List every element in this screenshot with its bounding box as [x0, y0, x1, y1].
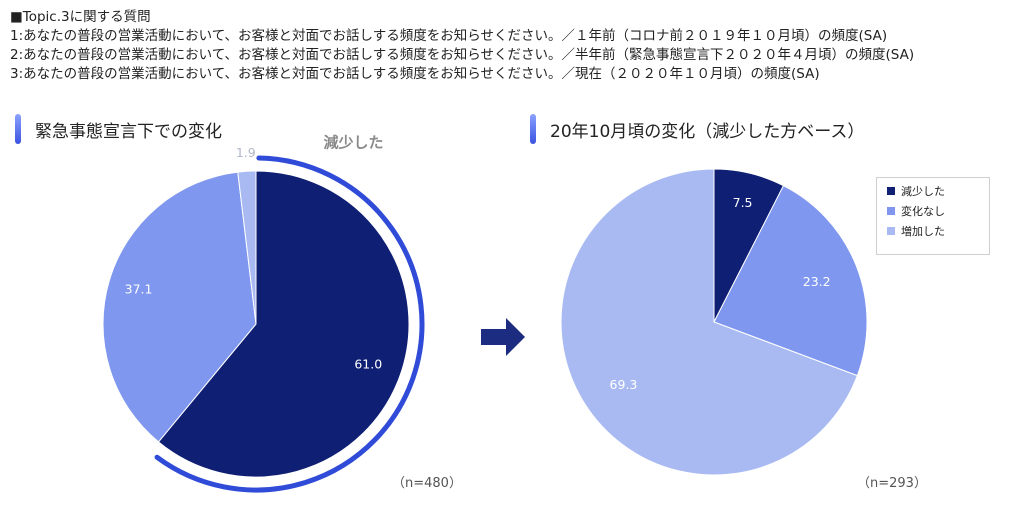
legend-swatch-decreased: [887, 187, 895, 195]
legend-label-decreased: 減少した: [901, 185, 945, 198]
pie1-highlight-arc: [154, 155, 425, 493]
pie1-highlight-label: 減少した: [323, 134, 383, 152]
legend-item-increased: 増加した: [887, 224, 989, 238]
pie1-slice-unchanged: [102, 171, 257, 443]
left-chart-title-text: 緊急事態宣言下での変化: [35, 121, 222, 142]
left-chart-title: 緊急事態宣言下での変化: [15, 114, 222, 144]
arrow-right-icon: [481, 318, 525, 356]
right-chart-legend: 減少した 変化なし 増加した: [876, 177, 990, 255]
question-1: 1:あなたの普段の営業活動において、お客様と対面でお話しする頻度をお知らせくださ…: [10, 28, 888, 44]
legend-swatch-increased: [887, 227, 895, 235]
pie1-label-decreased: 61.0: [354, 356, 382, 371]
title-accent-bar: [15, 114, 21, 144]
right-chart-title-text: 20年10月頃の変化（減少した方ベース）: [550, 121, 865, 142]
pie2-slice-increased: [560, 168, 858, 476]
question-2: 2:あなたの普段の営業活動において、お客様と対面でお話しする頻度をお知らせくださ…: [10, 47, 915, 63]
pie1-label-unchanged: 37.1: [125, 281, 153, 296]
legend-swatch-unchanged: [887, 207, 895, 215]
left-sample-size: （n=480）: [392, 476, 462, 491]
right-sample-size: （n=293）: [857, 476, 927, 491]
legend-item-unchanged: 変化なし: [887, 204, 989, 218]
legend-label-increased: 増加した: [901, 225, 945, 238]
pie2-label-unchanged: 23.2: [803, 274, 831, 289]
pie2-label-increased: 69.3: [610, 377, 638, 392]
pie1-label-increased: 1.9: [236, 145, 256, 160]
pie1-slice-increased: [237, 170, 257, 325]
legend-item-decreased: 減少した: [887, 184, 989, 198]
topic-heading: ■Topic.3に関する質問: [10, 9, 151, 25]
title-accent-bar: [530, 114, 536, 144]
right-chart-title: 20年10月頃の変化（減少した方ベース）: [530, 114, 864, 144]
pie1-slice-decreased: [157, 170, 410, 478]
question-3: 3:あなたの普段の営業活動において、お客様と対面でお話しする頻度をお知らせくださ…: [10, 66, 820, 82]
question-header: ■Topic.3に関する質問 1:あなたの普段の営業活動において、お客様と対面で…: [10, 8, 914, 84]
pie2-slice-unchanged: [713, 185, 868, 377]
legend-label-unchanged: 変化なし: [901, 205, 945, 218]
pie2-label-decreased: 7.5: [733, 195, 753, 210]
